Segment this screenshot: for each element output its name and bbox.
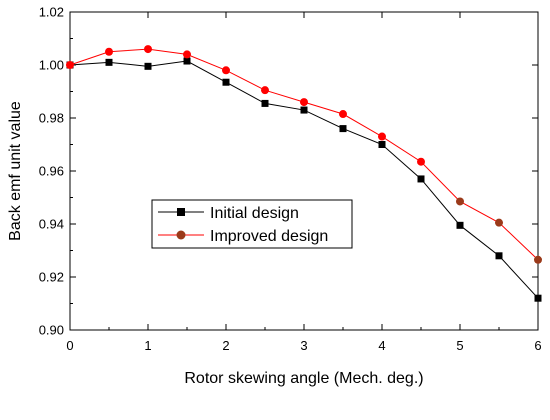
y-tick-label: 0.94 <box>39 217 64 232</box>
data-point-circle <box>66 61 74 69</box>
data-point-square <box>222 78 230 86</box>
y-axis-label: Back emf unit value <box>7 101 24 241</box>
legend: Initial design Improved design <box>151 199 353 249</box>
axis-ticks: 0 1 2 3 4 5 6 0.90 0.92 0.94 0.96 0.98 1.00 1.02 <box>39 5 542 354</box>
data-point-square <box>339 125 347 133</box>
y-tick-label: 0.98 <box>39 111 64 126</box>
data-point-square <box>183 57 191 65</box>
data-point-square <box>144 62 152 70</box>
data-point-square <box>495 252 503 260</box>
y-tick-label: 1.00 <box>39 58 64 73</box>
data-point-circle <box>222 66 230 75</box>
data-point-circle <box>417 157 425 166</box>
series-improved-design <box>66 45 542 264</box>
series-layer <box>66 45 542 302</box>
legend-marker-initial <box>177 208 185 216</box>
data-point-circle <box>456 197 464 206</box>
data-point-circle <box>300 98 308 107</box>
legend-label-initial: Initial design <box>210 205 299 222</box>
x-tick-label: 4 <box>378 338 385 353</box>
data-point-square <box>378 141 386 148</box>
data-point-circle <box>144 45 152 54</box>
series-initial-design <box>66 57 542 302</box>
data-point-circle <box>261 86 269 95</box>
data-point-circle <box>183 50 191 59</box>
data-point-circle <box>105 47 113 56</box>
data-point-square <box>261 99 269 107</box>
y-tick-label: 0.96 <box>39 164 64 179</box>
x-tick-label: 6 <box>534 338 541 353</box>
x-tick-label: 1 <box>144 338 151 353</box>
data-point-square <box>417 175 425 183</box>
data-point-square <box>300 106 308 114</box>
data-point-square <box>105 58 113 66</box>
x-tick-label: 2 <box>222 338 229 353</box>
data-point-circle <box>339 110 347 119</box>
y-tick-label: 0.90 <box>39 323 64 338</box>
x-tick-label: 3 <box>300 338 307 353</box>
data-point-circle <box>495 218 503 227</box>
data-point-square <box>534 294 542 302</box>
legend-box <box>151 199 353 249</box>
data-point-circle <box>534 255 542 264</box>
x-tick-label: 0 <box>66 338 73 353</box>
x-axis-label: Rotor skewing angle (Mech. deg.) <box>184 370 423 387</box>
y-tick-label: 0.92 <box>39 270 64 285</box>
y-tick-label: 1.02 <box>39 5 64 20</box>
data-point-circle <box>378 132 386 141</box>
plot-area <box>69 11 539 331</box>
data-point-square <box>456 221 464 229</box>
series-line <box>69 60 539 299</box>
legend-marker-improved <box>176 230 186 240</box>
legend-label-improved: Improved design <box>210 228 328 245</box>
x-tick-label: 5 <box>456 338 463 353</box>
